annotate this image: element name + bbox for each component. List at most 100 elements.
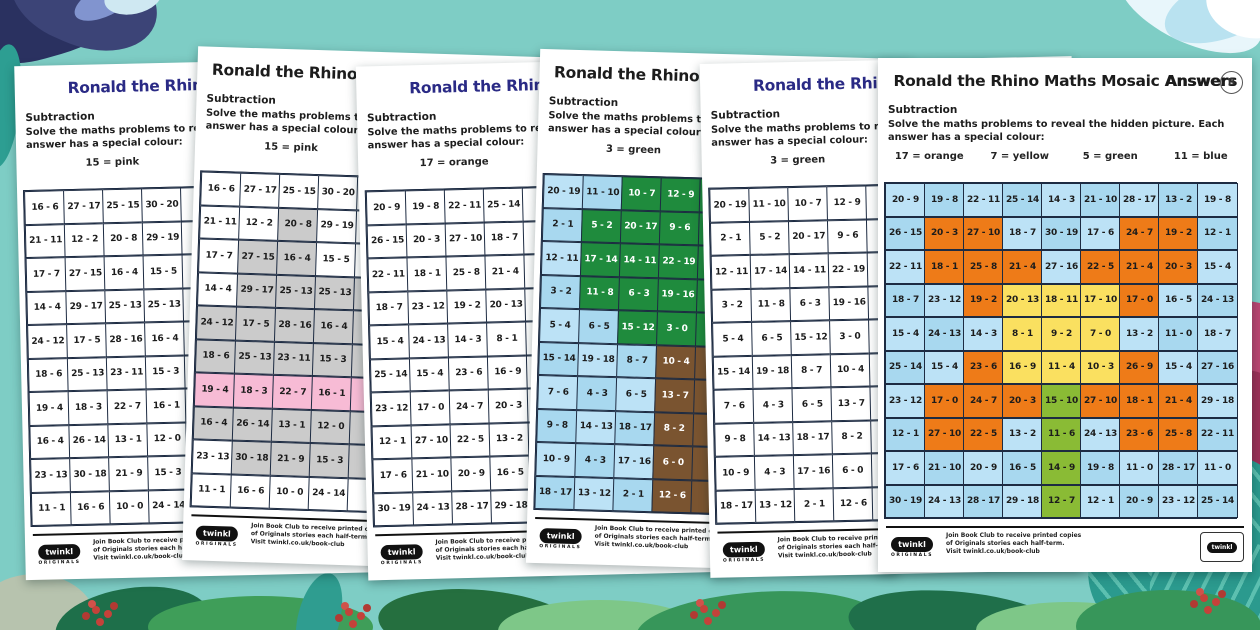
twinkl-originals-logo: twinkl ORIGINALS — [33, 539, 86, 566]
grid-cell: 29 - 17 — [65, 289, 108, 325]
grid-cell: 14 - 9 — [1041, 451, 1082, 485]
grid-cell: 21 - 4 — [1119, 250, 1160, 284]
grid-cell: 16 - 1 — [310, 376, 353, 411]
colour-key-item: 11 = blue — [1173, 151, 1228, 162]
grid-cell: 16 - 4 — [144, 321, 186, 356]
grid-cell: 24 - 13 — [1080, 417, 1121, 451]
grid-cell: 12 - 9 — [826, 185, 868, 220]
grid-cell: 15 - 5 — [315, 242, 358, 277]
grid-cell: 10 - 9 — [714, 455, 757, 491]
grid-cell: 10 - 0 — [108, 489, 151, 525]
grid-cell: 17 - 16 — [613, 444, 656, 479]
grid-cell: 3 - 2 — [540, 274, 582, 310]
book-club-text-line: Visit twinkl.co.uk/book-club — [946, 548, 1040, 555]
grid-cell: 16 - 4 — [29, 424, 72, 460]
grid-cell: 24 - 13 — [924, 484, 965, 518]
grid-cell: 21 - 11 — [24, 223, 67, 259]
grid-cell: 15 - 4 — [369, 324, 411, 359]
grid-cell: 22 - 11 — [963, 183, 1004, 217]
grid-cell: 14 - 3 — [1041, 183, 1082, 217]
grid-cell: 27 - 17 — [239, 172, 282, 208]
grid-cell: 15 - 4 — [885, 317, 926, 351]
grid-cell: 11 - 0 — [1158, 317, 1199, 351]
grid-cell: 11 - 0 — [1197, 451, 1238, 485]
grid-cell: 18 - 17 — [534, 475, 577, 511]
grid-cell: 7 - 6 — [537, 374, 580, 410]
grid-cell: 20 - 19 — [542, 174, 585, 209]
grid-cell: 14 - 11 — [788, 253, 831, 288]
grid-cell: 18 - 11 — [1041, 283, 1082, 317]
grid-cell: 18 - 7 — [885, 283, 926, 317]
grid-cell: 25 - 14 — [369, 357, 412, 393]
grid-cell: 22 - 5 — [449, 422, 492, 458]
colour-key-item: 5 = green — [1082, 151, 1138, 162]
grid-cell: 19 - 2 — [446, 288, 489, 324]
grid-cell: 12 - 11 — [710, 254, 753, 290]
grid-cell: 6 - 5 — [791, 387, 834, 422]
grid-cell: 9 - 2 — [1041, 317, 1082, 351]
twinkl-originals-label: ORIGINALS — [380, 560, 424, 567]
grid-cell: 14 - 4 — [26, 290, 69, 326]
grid-cell: 15 - 4 — [924, 350, 965, 384]
grid-cell: 12 - 1 — [371, 424, 414, 460]
grid-cell: 17 - 0 — [409, 390, 452, 425]
grid-cell: 24 - 7 — [963, 384, 1004, 418]
worksheet-page-6[interactable]: Ronald the Rhino Maths Mosaic Answers B Su… — [878, 58, 1252, 572]
grid-cell: 11 - 8 — [750, 287, 793, 322]
grid-cell: 20 - 9 — [365, 190, 408, 225]
grid-cell: 24 - 7 — [448, 389, 491, 424]
grid-cell: 26 - 9 — [1119, 350, 1160, 384]
grid-cell: 21 - 10 — [924, 451, 965, 485]
grid-cell: 18 - 6 — [27, 357, 70, 393]
grid-cell: 16 - 5 — [489, 455, 532, 490]
grid-cell: 17 - 6 — [885, 451, 926, 485]
grid-cell: 25 - 15 — [102, 188, 144, 223]
grid-cell: 21 - 9 — [269, 441, 312, 477]
grid-cell: 21 - 10 — [411, 457, 454, 492]
grid-cell: 27 - 15 — [64, 256, 107, 291]
grid-cell: 22 - 11 — [443, 188, 486, 223]
twinkl-badge-label: twinkl — [1206, 541, 1238, 553]
grid-cell: 8 - 2 — [653, 411, 696, 447]
grid-cell: 15 - 5 — [142, 254, 185, 289]
grid-cell: 22 - 5 — [963, 417, 1004, 451]
grid-cell: 6 - 5 — [751, 321, 793, 356]
footer-row: twinkl ORIGINALS Join Book Club to receive… — [886, 532, 1244, 562]
grid-cell: 28 - 17 — [963, 484, 1004, 518]
grid-cell: 25 - 13 — [143, 287, 186, 323]
version-badge: B — [1220, 71, 1243, 94]
book-club-text: Join Book Club to receive printed copies… — [946, 532, 1200, 556]
grid-cell: 25 - 14 — [1197, 484, 1238, 518]
grid-cell: 4 - 3 — [576, 376, 619, 411]
grid-cell: 20 - 9 — [885, 183, 926, 217]
grid-cell: 12 - 2 — [238, 206, 281, 241]
grid-cell: 24 - 12 — [27, 324, 69, 359]
colour-key-item: 17 = orange — [419, 156, 489, 170]
grid-cell: 12 - 1 — [1080, 484, 1121, 518]
grid-cell: 14 - 3 — [963, 317, 1004, 351]
grid-cell: 30 - 20 — [317, 175, 360, 210]
grid-cell: 25 - 8 — [963, 250, 1004, 284]
grid-cell: 10 - 4 — [829, 352, 872, 388]
grid-cell: 5 - 2 — [748, 220, 791, 255]
grid-cell: 15 - 3 — [144, 354, 187, 390]
grid-cell: 6 - 5 — [578, 309, 620, 344]
twinkl-logo-icon: twinkl — [722, 541, 765, 558]
grid-cell: 9 - 8 — [536, 408, 579, 444]
colour-key: 17 = orange 7 = yellow 5 = green 11 = blue — [884, 151, 1246, 162]
grid-cell: 27 - 10 — [1080, 384, 1121, 418]
grid-cell: 18 - 6 — [194, 338, 237, 374]
grid-cell: 19 - 2 — [963, 283, 1004, 317]
grid-cell: 11 - 10 — [748, 187, 790, 222]
grid-cell: 13 - 1 — [270, 408, 313, 444]
grid-cell: 24 - 13 — [924, 317, 965, 351]
grid-cell: 30 - 19 — [1041, 216, 1082, 250]
grid-cell: 27 - 17 — [63, 189, 105, 224]
grid-cell: 6 - 3 — [789, 286, 832, 322]
twinkl-logo-icon: twinkl — [891, 537, 933, 552]
grid-cell: 19 - 8 — [1080, 451, 1121, 485]
page-title-answers-label: Answers — [1164, 72, 1237, 90]
grid-cell: 30 - 18 — [230, 440, 273, 476]
grid-cell: 22 - 11 — [885, 250, 926, 284]
grid-cell: 22 - 19 — [657, 244, 700, 279]
